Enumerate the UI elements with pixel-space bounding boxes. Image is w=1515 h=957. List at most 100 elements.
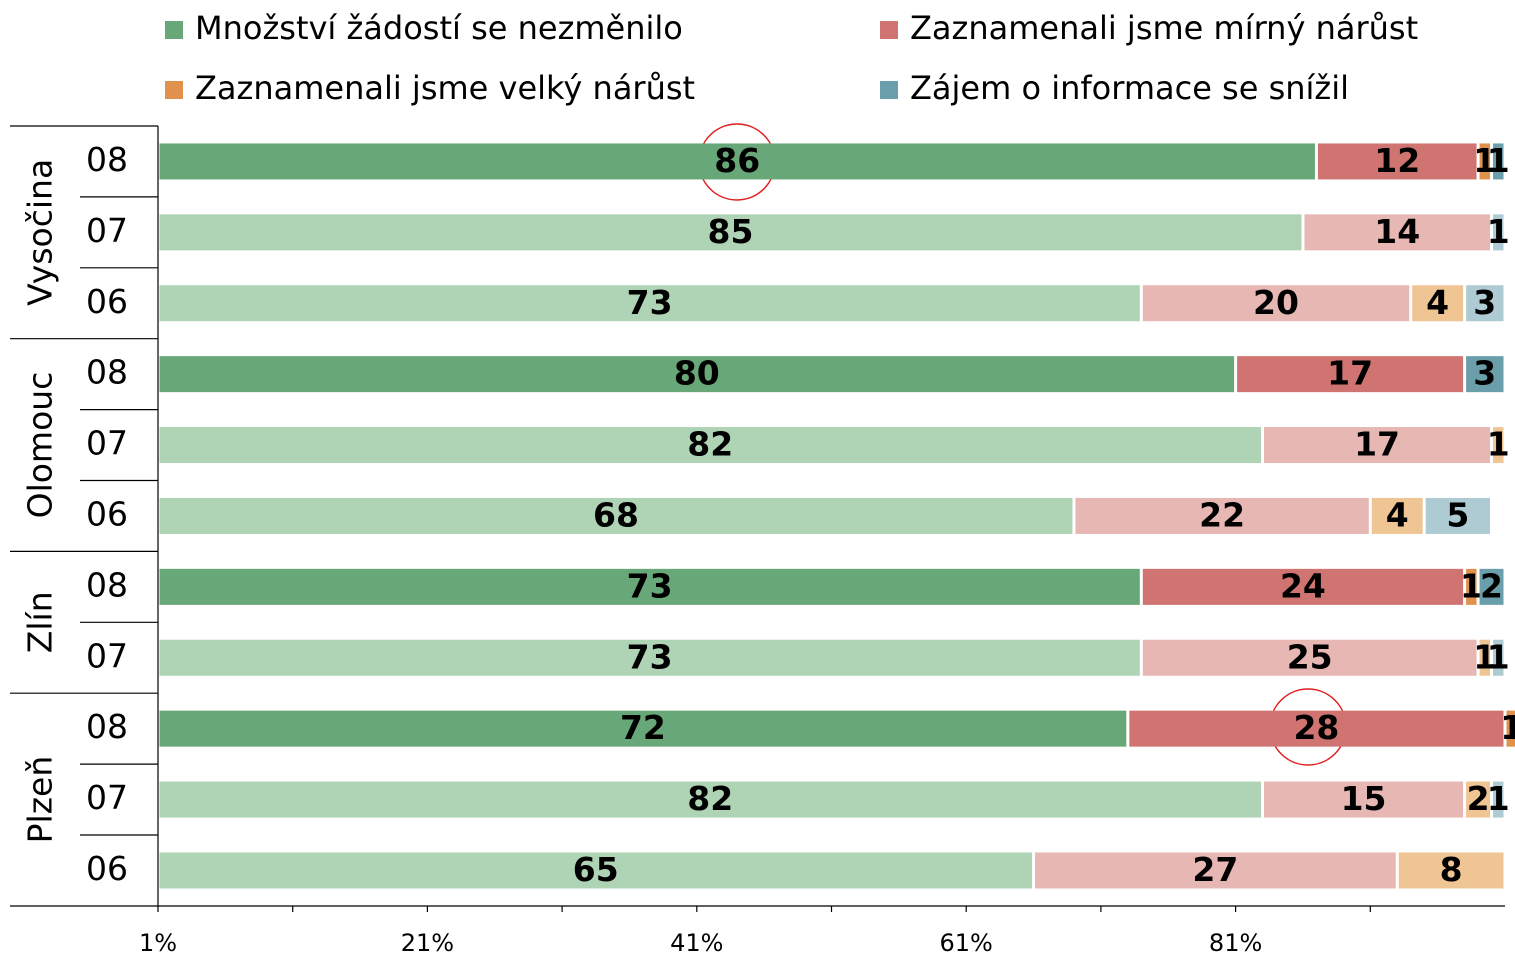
bar-segment — [159, 356, 1235, 393]
row-label: 07 — [86, 778, 128, 817]
row-label: 07 — [86, 424, 128, 463]
value-label: 80 — [674, 354, 720, 393]
x-tick-label: 1% — [139, 929, 177, 957]
bar-segment — [159, 852, 1033, 889]
bar-segment — [1479, 639, 1491, 676]
bar-segment — [1506, 710, 1515, 747]
bar-segment — [159, 710, 1127, 747]
value-label: 72 — [620, 708, 666, 747]
bar-segment — [159, 568, 1140, 605]
value-label: 15 — [1341, 779, 1387, 818]
legend-label: Zaznamenali jsme mírný nárůst — [910, 9, 1418, 47]
value-label: 65 — [573, 850, 619, 889]
group-label: Plzeň — [21, 756, 60, 844]
legend-label: Zájem o informace se snížil — [910, 69, 1349, 107]
bar-segment — [1398, 852, 1504, 889]
bar-segment — [159, 285, 1140, 322]
value-label: 2 — [1480, 566, 1503, 605]
bar-segment — [1304, 214, 1491, 251]
legend-swatch — [880, 21, 898, 39]
bar-segment — [1264, 427, 1491, 464]
value-label: 1 — [1487, 425, 1510, 464]
group-label: Olomouc — [21, 372, 60, 519]
bar-segment — [1493, 639, 1504, 676]
value-label: 27 — [1192, 850, 1238, 889]
value-label: 82 — [687, 425, 733, 464]
bar-segment — [1129, 710, 1504, 747]
value-label: 28 — [1293, 708, 1339, 747]
bar-segment — [1035, 852, 1396, 889]
x-tick-label: 21% — [401, 929, 454, 957]
bar-segment — [159, 781, 1262, 818]
legend-swatch — [165, 81, 183, 99]
value-label: 22 — [1199, 495, 1245, 534]
value-label: 12 — [1374, 141, 1420, 180]
bar-segment — [159, 497, 1073, 534]
value-label: 25 — [1287, 637, 1333, 676]
bar-segment — [1466, 568, 1477, 605]
value-label: 1 — [1473, 637, 1496, 676]
bar-segment — [1317, 143, 1477, 180]
legend-label: Množství žádostí se nezměnilo — [195, 9, 683, 47]
value-label: 82 — [687, 779, 733, 818]
legend-swatch — [880, 81, 898, 99]
x-tick-label: 41% — [670, 929, 723, 957]
value-label: 2 — [1467, 779, 1490, 818]
bar-segment — [1466, 356, 1504, 393]
value-label: 17 — [1327, 354, 1373, 393]
legend-label: Zaznamenali jsme velký nárůst — [195, 69, 695, 107]
bar-segment — [1142, 568, 1464, 605]
bar-segment — [159, 214, 1302, 251]
value-label: 1 — [1487, 637, 1510, 676]
value-label: 24 — [1280, 566, 1326, 605]
bar-segment — [1075, 497, 1369, 534]
bar-segment — [1466, 781, 1491, 818]
value-label: 73 — [627, 637, 673, 676]
value-label: 1 — [1460, 566, 1483, 605]
row-label: 08 — [86, 565, 128, 604]
bar-segment — [1237, 356, 1464, 393]
bar-segment — [1479, 568, 1504, 605]
value-label: 1 — [1487, 779, 1510, 818]
bar-segment — [1142, 639, 1477, 676]
bar-segment — [159, 427, 1262, 464]
group-label: Zlín — [21, 591, 60, 653]
row-label: 06 — [86, 849, 128, 888]
bar-segment — [1479, 143, 1491, 180]
row-label: 06 — [86, 494, 128, 533]
value-label: 17 — [1354, 425, 1400, 464]
row-label: 08 — [86, 140, 128, 179]
value-label: 1 — [1487, 141, 1510, 180]
bar-segment — [1493, 781, 1504, 818]
bar-segment — [1371, 497, 1423, 534]
value-label: 73 — [627, 283, 673, 322]
value-label: 68 — [593, 495, 639, 534]
value-label: 73 — [627, 566, 673, 605]
row-label: 08 — [86, 353, 128, 392]
value-label: 5 — [1446, 495, 1469, 534]
value-label: 86 — [714, 141, 760, 180]
bar-segment — [1412, 285, 1464, 322]
bar-segment — [1493, 143, 1504, 180]
row-label: 08 — [86, 707, 128, 746]
x-tick-label: 61% — [940, 929, 993, 957]
x-tick-label: 81% — [1209, 929, 1262, 957]
legend-swatch — [165, 21, 183, 39]
bar-segment — [159, 143, 1315, 180]
bar-segment — [1142, 285, 1410, 322]
value-label: 1 — [1473, 141, 1496, 180]
value-label: 1 — [1500, 708, 1515, 747]
value-label: 85 — [708, 212, 754, 251]
row-label: 07 — [86, 636, 128, 675]
value-label: 3 — [1473, 283, 1496, 322]
bar-segment — [1466, 285, 1504, 322]
value-label: 14 — [1374, 212, 1420, 251]
value-label: 4 — [1426, 283, 1449, 322]
value-label: 3 — [1473, 354, 1496, 393]
bar-segment — [1493, 214, 1504, 251]
bar-segment — [1425, 497, 1491, 534]
group-label: Vysočina — [21, 159, 60, 306]
bar-segment — [1264, 781, 1464, 818]
value-label: 4 — [1386, 495, 1409, 534]
